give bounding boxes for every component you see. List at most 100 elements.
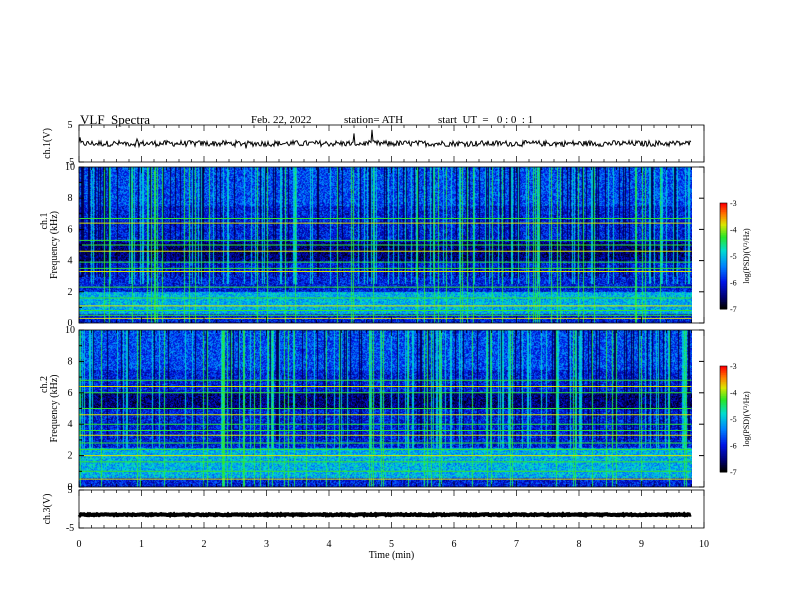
colorbar-cell — [720, 305, 727, 308]
colorbar-cell — [720, 408, 727, 411]
colorbar-cell — [720, 234, 727, 238]
colorbar-cell — [720, 277, 727, 280]
colorbar-cell — [720, 231, 727, 234]
colorbar-cell — [720, 291, 727, 294]
colorbar-cell — [720, 374, 727, 378]
colorbar-cell — [720, 259, 727, 262]
colorbar-cell — [720, 238, 727, 241]
y-axis-label-voltage: ch.3(V) — [42, 494, 53, 525]
colorbar-cell — [720, 401, 727, 404]
colorbar-cell — [720, 378, 727, 381]
colorbar-cell — [720, 278, 727, 282]
colorbar-cell — [720, 420, 727, 424]
colorbar-frame — [719, 202, 728, 310]
colorbar-cell — [720, 388, 727, 392]
colorbar-cell — [720, 431, 727, 434]
colorbar-cell — [720, 454, 727, 457]
colorbar-cell — [720, 366, 727, 369]
y-tick-label: 6 — [68, 224, 73, 235]
x-tick-label: 5 — [389, 539, 394, 550]
colorbar-cell — [720, 424, 727, 427]
colorbar-cell — [720, 459, 727, 462]
colorbar-cell — [720, 433, 727, 436]
colorbar-cell — [720, 256, 727, 259]
y-tick-label: 4 — [68, 256, 73, 267]
colorbar-cell — [720, 220, 727, 223]
colorbar-cell — [720, 466, 727, 469]
colorbar-cell — [720, 411, 727, 415]
colorbar-cell — [720, 441, 727, 445]
colorbar-cell — [720, 447, 727, 450]
colorbar-cell — [720, 410, 727, 413]
colorbar-cell — [720, 394, 727, 397]
colorbar-cell — [720, 233, 727, 236]
colorbar-cell — [720, 224, 727, 227]
colorbar-cell — [720, 468, 727, 471]
colorbar-tick-label: -7 — [730, 468, 737, 477]
colorbar-cell — [720, 257, 727, 261]
colorbar-cell — [720, 273, 727, 276]
x-tick-label: 2 — [202, 539, 207, 550]
station-label: station= ATH — [344, 114, 404, 126]
colorbar-cell — [720, 450, 727, 454]
waveform-ch3v — [77, 489, 692, 529]
colorbar-cell — [720, 303, 727, 306]
colorbar-cell — [720, 449, 727, 452]
colorbar-cell — [720, 282, 727, 285]
y-axis-label-voltage: ch.1(V) — [42, 128, 53, 159]
y-tick-label: 10 — [65, 162, 75, 173]
colorbar-cell — [720, 241, 727, 245]
chart-title: VLF Spectra — [80, 112, 151, 127]
y-tick-label: -5 — [66, 157, 74, 168]
x-axis-label: Time (min) — [369, 550, 414, 561]
waveform-trace — [78, 129, 692, 149]
colorbar-cell — [720, 440, 727, 443]
colorbar-cell — [720, 266, 727, 269]
colorbar-cell — [720, 280, 727, 283]
colorbar-cell — [720, 263, 727, 266]
colorbar-cell — [720, 275, 727, 278]
colorbar-cell — [720, 268, 727, 271]
y-axis-label-channel: ch.1 — [39, 213, 50, 230]
colorbar-cell — [720, 406, 727, 409]
colorbar-cell — [720, 215, 727, 218]
colorbar-cell — [720, 380, 727, 383]
colorbar-cell — [720, 264, 727, 268]
colorbar-cell — [720, 463, 727, 466]
colorbar-cell — [720, 293, 727, 296]
colorbar-cell — [720, 438, 727, 441]
colorbar-cell — [720, 404, 727, 408]
x-tick-label: 0 — [77, 539, 82, 550]
colorbar-cell — [720, 247, 727, 250]
x-tick-label: 7 — [514, 539, 519, 550]
colorbar-cell — [720, 369, 727, 372]
y-tick-label: 0 — [68, 318, 73, 329]
colorbar-cell — [720, 300, 727, 303]
colorbar-cell — [720, 296, 727, 299]
colorbar-cell — [720, 456, 727, 459]
colorbar-cell — [720, 227, 727, 230]
colorbar-cell — [720, 376, 727, 379]
colorbar-cell — [720, 213, 727, 216]
colorbar-cell — [720, 443, 727, 446]
colorbar-cell — [720, 254, 727, 257]
y-tick-label: 4 — [68, 419, 73, 430]
colorbar-cell — [720, 403, 727, 406]
colorbar-tick-label: -3 — [730, 362, 737, 371]
y-tick-label: 5 — [68, 120, 73, 131]
colorbar-cell — [720, 371, 727, 374]
colorbar-cell — [720, 427, 727, 431]
colorbar-cell — [720, 284, 727, 287]
colorbar-cell — [720, 367, 727, 371]
colorbar-frame — [719, 365, 728, 473]
y-tick-label: 8 — [68, 356, 73, 367]
colorbar-cell — [720, 217, 727, 220]
x-tick-label: 4 — [327, 539, 332, 550]
colorbar-cell — [720, 218, 727, 222]
y-tick-label: 0 — [68, 482, 73, 493]
start-time-label: start UT = 0 : 0 : 1 — [438, 114, 534, 126]
colorbar-cell — [720, 396, 727, 399]
colorbar-cell — [720, 383, 727, 386]
colorbar-tick-label: -3 — [730, 199, 737, 208]
y-tick-label: 2 — [68, 287, 73, 298]
